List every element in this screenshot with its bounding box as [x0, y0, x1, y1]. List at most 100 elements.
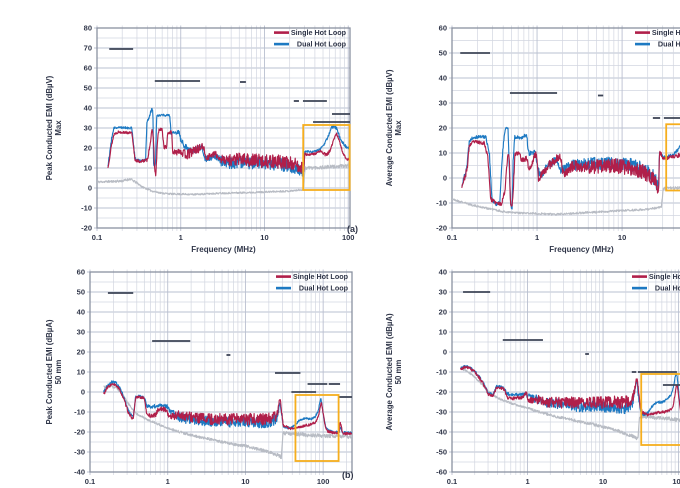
svg-text:60: 60 — [77, 268, 85, 277]
svg-text:0: 0 — [443, 348, 447, 357]
svg-text:-20: -20 — [436, 388, 447, 397]
legend-label-dual: Dual Hot Loop — [297, 40, 347, 49]
svg-text:80: 80 — [84, 24, 92, 33]
trace-single-hot-loop — [103, 383, 352, 436]
grid — [449, 25, 680, 231]
highlight-box — [302, 124, 351, 191]
grid — [87, 269, 352, 475]
svg-text:10: 10 — [439, 149, 447, 158]
limit-lines — [460, 52, 680, 119]
y-axis-label: Peak Conducted EMI (dBµV)Max — [45, 75, 63, 180]
svg-text:0: 0 — [88, 184, 92, 193]
svg-text:30: 30 — [77, 328, 85, 337]
plot-frame — [451, 27, 680, 229]
svg-text:1: 1 — [525, 477, 529, 486]
y-axis-label: Average Conducted EMI (dBµV)Max — [385, 69, 403, 186]
svg-text:10: 10 — [84, 164, 92, 173]
svg-text:10: 10 — [618, 233, 626, 242]
svg-text:10: 10 — [260, 233, 268, 242]
legend-label-single: Single Hot Loop — [291, 28, 347, 37]
legend-label-single: Single Hot Loop — [649, 272, 680, 281]
svg-text:10: 10 — [241, 477, 249, 486]
chart-panel-average-dbua: -60-50-40-30-20-100102030400.1110100Freq… — [380, 260, 680, 488]
svg-text:0.1: 0.1 — [447, 233, 457, 242]
chart-panel-peak-dbuv: -20 -10 0 10 20 30 40 50 60 70 80 0.1 1 10 100 Frequenc… — [40, 16, 380, 260]
svg-text:10: 10 — [439, 328, 447, 337]
grid — [94, 25, 350, 231]
panel-label-a: (a) — [347, 224, 358, 234]
average-dbuv-chart: -20 -10 0 10 20 30 40 50 600.1 1 10 10 0 Frequency (M… — [385, 24, 680, 254]
limit-lines — [463, 291, 680, 386]
highlight-box — [294, 394, 340, 462]
svg-text:0: 0 — [81, 388, 85, 397]
peak-dbuv-chart: -20 -10 0 10 20 30 40 50 60 70 80 0.1 1 10 100 Frequenc… — [45, 24, 355, 254]
svg-text:40: 40 — [77, 308, 85, 317]
limit-lines — [109, 48, 350, 123]
svg-text:10: 10 — [599, 477, 607, 486]
svg-text:50: 50 — [84, 84, 92, 93]
svg-text:-50: -50 — [436, 448, 447, 457]
plot-frame — [89, 271, 353, 473]
limit-lines — [107, 292, 352, 398]
x-axis-label: Frequency (MHz) — [549, 245, 614, 254]
svg-text:50: 50 — [439, 49, 447, 58]
svg-text:30: 30 — [439, 288, 447, 297]
svg-text:40: 40 — [84, 104, 92, 113]
trace-noise-floor — [97, 163, 350, 196]
svg-text:50: 50 — [77, 288, 85, 297]
svg-text:-30: -30 — [74, 448, 85, 457]
svg-text:20: 20 — [77, 348, 85, 357]
y-tick-labels: -60 -50 -40 -30 -20 -10 0 10 20 30 40 — [436, 268, 447, 477]
legend: Single Hot Loop Dual Hot Loop — [274, 28, 347, 49]
svg-text:10: 10 — [77, 368, 85, 377]
svg-text:0: 0 — [443, 174, 447, 183]
svg-text:-10: -10 — [436, 368, 447, 377]
svg-text:-10: -10 — [81, 204, 92, 213]
peak-dbua-chart: -40-30-20-1001020304050600.1110100Freque… — [45, 268, 353, 486]
svg-text:1: 1 — [179, 233, 183, 242]
svg-text:30: 30 — [439, 99, 447, 108]
trace-single-hot-loop — [461, 139, 680, 207]
chart-panel-average-dbuv: -20 -10 0 10 20 30 40 50 600.1 1 10 10 0 Frequency (M… — [380, 16, 680, 260]
svg-text:30: 30 — [84, 124, 92, 133]
svg-text:40: 40 — [439, 74, 447, 83]
average-dbua-chart: -60-50-40-30-20-100102030400.1110100Freq… — [385, 268, 680, 486]
svg-text:-10: -10 — [74, 408, 85, 417]
trace-dual-hot-loop — [103, 380, 352, 435]
y-tick-labels: -40 -30 -20 -10 0 10 20 30 40 50 60 — [74, 268, 85, 477]
trace-single-hot-loop — [107, 127, 350, 177]
svg-text:-40: -40 — [74, 468, 85, 477]
svg-text:100: 100 — [317, 477, 330, 486]
trace-noise-floor — [452, 186, 680, 216]
svg-text:70: 70 — [84, 44, 92, 53]
panel-label-b: (b) — [342, 470, 354, 480]
svg-text:20: 20 — [439, 308, 447, 317]
svg-text:60: 60 — [84, 64, 92, 73]
chart-panel-peak-dbua: -40-30-20-1001020304050600.1110100Freque… — [40, 260, 380, 488]
traces — [460, 364, 680, 441]
svg-text:40: 40 — [439, 268, 447, 277]
svg-text:100: 100 — [672, 477, 680, 486]
svg-text:-20: -20 — [74, 428, 85, 437]
svg-text:1: 1 — [535, 233, 539, 242]
svg-text:60: 60 — [439, 24, 447, 33]
traces — [97, 107, 350, 196]
legend: Single Hot Loop Dual Hot Loop — [635, 28, 680, 49]
legend-label-dual: Dual Hot Loop — [299, 284, 349, 293]
svg-text:1: 1 — [166, 477, 170, 486]
legend-label-dual: Dual Hot Loop — [658, 40, 680, 49]
legend: Single Hot Loop Dual Hot Loop — [276, 272, 349, 293]
traces — [452, 126, 680, 216]
svg-text:-30: -30 — [436, 408, 447, 417]
svg-text:20: 20 — [84, 144, 92, 153]
highlight-box — [640, 373, 680, 446]
svg-text:-40: -40 — [436, 428, 447, 437]
plot-frame — [451, 271, 680, 473]
svg-text:-20: -20 — [81, 224, 92, 233]
y-axis-label: Average Conducted EMI (dBµA)50 mm — [385, 313, 403, 431]
